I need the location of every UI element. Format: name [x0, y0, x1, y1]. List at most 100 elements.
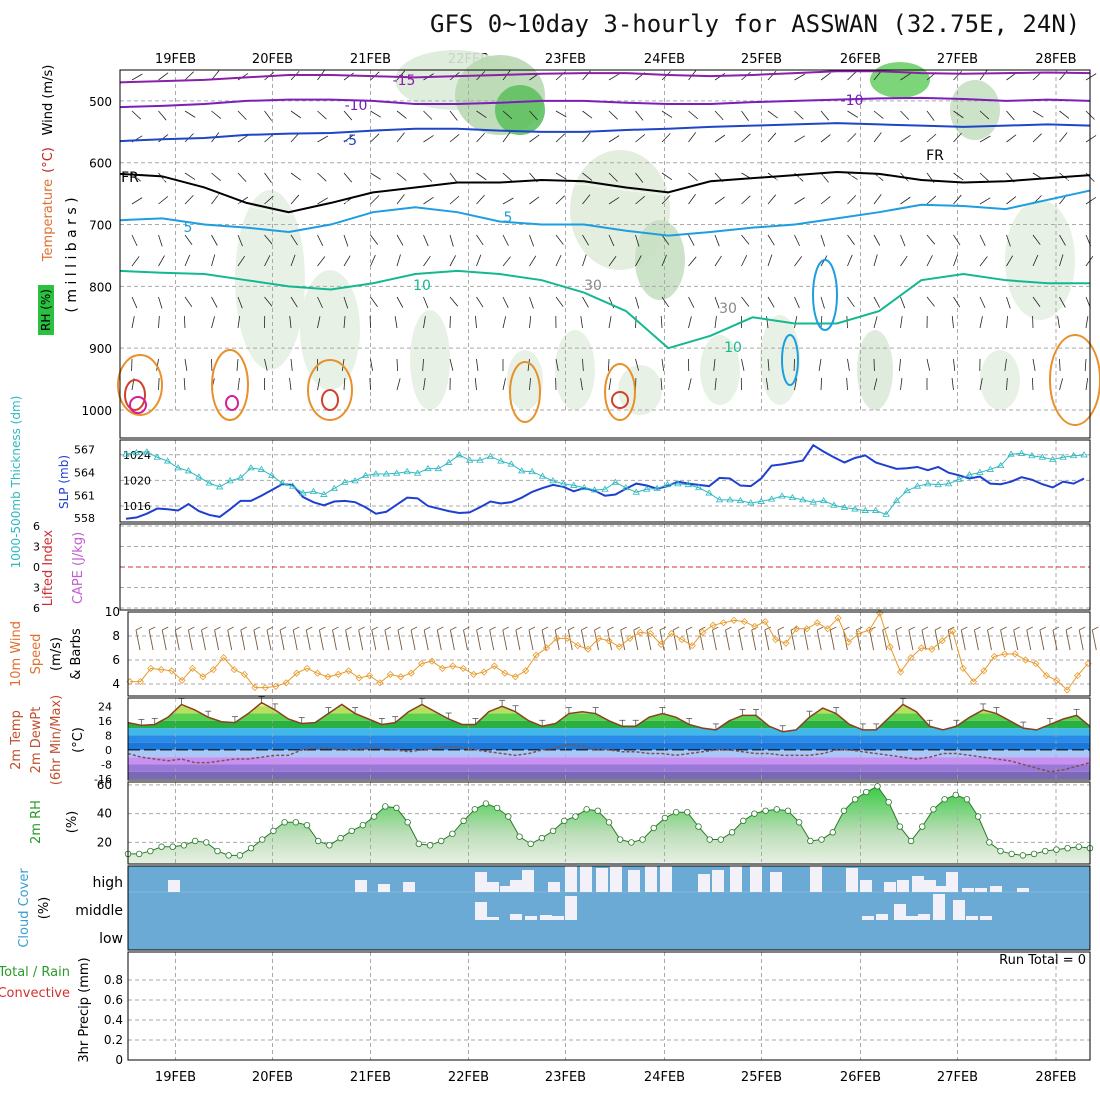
- wind10m-barb: [646, 626, 654, 631]
- series-marker: [974, 813, 982, 820]
- wind-barb: [714, 296, 720, 309]
- series-marker: [261, 684, 269, 692]
- wind-barb: [635, 255, 642, 267]
- series-marker: [563, 634, 571, 642]
- temperature-panel: [127, 697, 1091, 781]
- series-marker: [517, 467, 526, 474]
- wind10m-barb: [1026, 626, 1034, 631]
- wind-barb: [926, 255, 933, 267]
- series-marker: [393, 469, 401, 476]
- series-marker: [882, 510, 890, 517]
- series-marker: [382, 470, 391, 477]
- series-marker: [236, 474, 245, 481]
- wind-barb: [264, 296, 273, 307]
- wind-barb: [184, 234, 193, 245]
- series-marker: [326, 842, 333, 849]
- wind10m-barb: [489, 629, 495, 651]
- wind10m-barb: [554, 626, 562, 631]
- wind10m-barb: [987, 626, 994, 631]
- thickness-tick-label: 564: [74, 466, 95, 479]
- upper-air-tick-label: 500: [89, 95, 112, 109]
- wind-barb: [502, 316, 507, 329]
- thickness-tick-label: 558: [74, 512, 95, 525]
- wind-barb: [688, 172, 698, 182]
- series-marker: [944, 480, 953, 487]
- cloud-bar: [730, 866, 742, 892]
- series-marker: [293, 669, 301, 677]
- series-marker: [393, 804, 400, 812]
- wind-barb: [582, 110, 593, 119]
- wind10m-barb: [1078, 626, 1086, 631]
- series-marker: [1080, 451, 1088, 458]
- wind-barb: [211, 234, 218, 246]
- series-marker: [376, 679, 384, 687]
- wind-barb: [317, 110, 327, 120]
- series-marker: [426, 842, 434, 849]
- series-marker: [672, 809, 680, 816]
- series-marker: [386, 670, 394, 678]
- series-marker: [168, 667, 176, 675]
- wind-barb: [423, 172, 433, 182]
- series-marker: [470, 670, 478, 678]
- rh-legend-swatch: [38, 285, 54, 335]
- wind-barb: [502, 172, 513, 182]
- wind10m-barb: [1078, 629, 1084, 651]
- li-tick-label: 6: [33, 520, 40, 533]
- wind-barb: [343, 72, 354, 81]
- series-marker: [505, 813, 512, 820]
- wind-barb: [660, 378, 663, 391]
- wind10m-barb: [1091, 629, 1097, 651]
- wind-barb: [476, 194, 485, 205]
- wind10m-barb: [607, 626, 614, 631]
- surface-isotherm: [225, 395, 239, 411]
- series-marker: [459, 664, 467, 672]
- wind-barb: [317, 135, 329, 143]
- series-marker: [1042, 847, 1049, 855]
- temperature-band: [128, 742, 1090, 750]
- wind10m-barb: [699, 626, 706, 631]
- date-label-top: 19FEB: [155, 52, 196, 67]
- wind-barb: [290, 132, 300, 143]
- wind-barb: [158, 196, 169, 205]
- cloud-bar: [355, 880, 367, 892]
- series-marker: [959, 664, 967, 672]
- series-marker: [226, 477, 234, 484]
- series-marker: [919, 823, 926, 830]
- wind-barb: [582, 132, 591, 143]
- series-marker: [1032, 660, 1040, 668]
- series-marker: [476, 456, 484, 463]
- wind-barb: [846, 378, 848, 391]
- series-marker: [370, 813, 378, 820]
- wind-barb: [1032, 110, 1044, 118]
- li-tick-label: 0: [33, 561, 40, 574]
- wind-barb: [635, 134, 646, 143]
- wind10m-barb: [345, 629, 351, 651]
- wind-barb: [794, 73, 806, 81]
- series-marker: [997, 847, 1004, 855]
- temperature-unit-label: (°C): [41, 147, 56, 173]
- rh-axis-label: RH (%): [39, 289, 53, 331]
- cloud-bar: [698, 874, 710, 892]
- wind10m-barb: [345, 626, 352, 631]
- wind-barb: [608, 256, 617, 267]
- wind-barb: [370, 296, 378, 307]
- series-marker: [382, 803, 389, 810]
- cloud-bar: [810, 862, 822, 892]
- series-marker: [952, 791, 959, 799]
- series-marker: [626, 634, 634, 642]
- wind10m-barb: [581, 626, 588, 631]
- series-marker: [501, 669, 509, 677]
- wind-barb: [1059, 254, 1064, 267]
- wind-barb: [953, 234, 961, 246]
- wind-barb: [847, 234, 855, 245]
- series-line: [125, 443, 1085, 520]
- wind-barb: [794, 378, 797, 391]
- rh-shading-area: [495, 85, 545, 135]
- wind-barb: [131, 296, 138, 309]
- series-marker: [1064, 844, 1071, 852]
- wind-barb: [661, 296, 670, 308]
- wind-barb: [290, 296, 298, 308]
- wind-barb: [1032, 296, 1041, 307]
- wind-barb: [158, 296, 163, 309]
